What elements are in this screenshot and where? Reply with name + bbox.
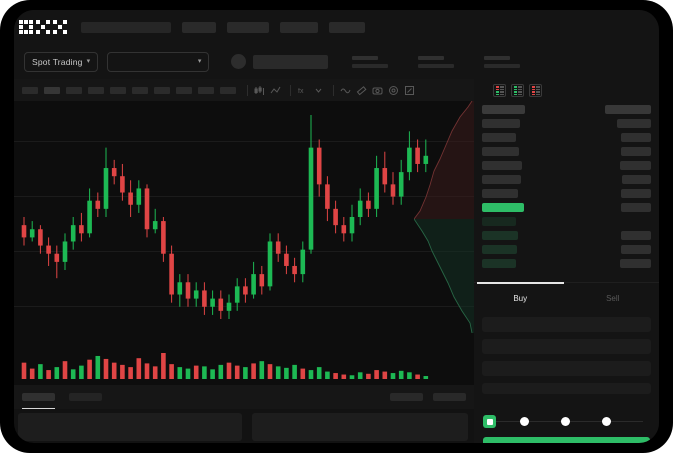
candlestick-series (21, 115, 429, 319)
bottom-tab-bar (14, 385, 474, 409)
app-screen: Spot Trading ▾ ▾ (14, 10, 659, 443)
bottom-tab-1[interactable] (22, 393, 55, 409)
nav-item-3[interactable] (227, 21, 269, 33)
table-row[interactable] (482, 217, 651, 226)
bottom-actions (380, 393, 474, 401)
orderbook-bids-icon[interactable] (511, 83, 524, 97)
avatar[interactable] (231, 54, 247, 69)
table-row[interactable] (482, 175, 651, 184)
timeframe-7[interactable] (154, 86, 170, 94)
ruler-icon[interactable] (355, 84, 368, 97)
okx-logo[interactable] (19, 19, 70, 35)
candlestick-icon[interactable] (253, 84, 266, 97)
order-book-view-modes (474, 79, 659, 101)
timeframe-3[interactable] (66, 86, 82, 94)
trade-form-tabs: Buy Sell (474, 282, 659, 314)
price-chart[interactable] (14, 101, 474, 333)
nav-item-2[interactable] (182, 21, 216, 33)
timeframe-10[interactable] (220, 86, 236, 94)
toolbar-divider (247, 84, 248, 96)
camera-icon[interactable] (371, 84, 384, 97)
trading-mode-label: Spot Trading (32, 56, 83, 67)
stat-pair-3 (484, 55, 521, 68)
indicators-icon[interactable]: fx (296, 84, 309, 97)
timeframe-5[interactable] (110, 86, 126, 94)
gridline (14, 251, 474, 252)
nav-item-4[interactable] (280, 21, 318, 33)
volume-chart[interactable] (14, 333, 474, 385)
order-stepper (474, 411, 659, 433)
bottom-tab-2[interactable] (69, 393, 102, 401)
price-field[interactable] (482, 317, 651, 332)
amount-field[interactable] (482, 339, 651, 354)
timeframe-1[interactable] (22, 86, 38, 94)
table-row[interactable] (482, 147, 651, 156)
stat-pair-1 (352, 55, 389, 68)
timeframe-9[interactable] (198, 86, 214, 94)
nav-item-5[interactable] (329, 21, 365, 33)
table-row[interactable] (482, 161, 651, 170)
sub-header: Spot Trading ▾ ▾ (14, 44, 659, 79)
wave-icon[interactable] (339, 84, 352, 97)
table-row[interactable] (482, 119, 651, 128)
toolbar-divider (333, 84, 334, 96)
order-book-panel: Buy Sell (474, 79, 659, 443)
svg-text:fx: fx (298, 88, 304, 95)
gridline (14, 306, 474, 307)
total-field[interactable] (482, 361, 651, 376)
step-1[interactable] (483, 415, 496, 428)
bottom-action-2[interactable] (433, 393, 466, 401)
submit-order-button[interactable] (483, 437, 650, 443)
orderbook-both-icon[interactable] (493, 83, 506, 97)
chevron-down-icon: ▾ (197, 58, 202, 65)
step-4[interactable] (602, 417, 611, 426)
tab-sell[interactable]: Sell (606, 294, 620, 303)
table-row[interactable] (482, 189, 651, 198)
step-3[interactable] (561, 417, 570, 426)
table-row[interactable] (482, 245, 651, 254)
bottom-panel-left[interactable] (18, 413, 242, 441)
timeframe-6[interactable] (132, 86, 148, 94)
available-row (482, 383, 651, 394)
chevron-down-icon: ▾ (86, 58, 91, 65)
timeframe-2[interactable] (44, 86, 60, 94)
step-2[interactable] (520, 417, 529, 426)
gridline (14, 141, 474, 142)
table-row[interactable] (482, 105, 651, 114)
bottom-panels (14, 410, 474, 443)
order-book-highlight-row[interactable] (482, 203, 651, 212)
toolbar-divider (290, 84, 291, 96)
volume-series (21, 353, 429, 379)
stat-pair-2 (418, 55, 455, 68)
pair-select[interactable]: ▾ (107, 51, 210, 72)
line-chart-icon[interactable] (269, 84, 282, 97)
tab-buy[interactable]: Buy (474, 282, 567, 314)
fullscreen-icon[interactable] (403, 84, 416, 97)
depth-chart-overlay (414, 101, 474, 333)
bottom-action-1[interactable] (390, 393, 423, 401)
table-row[interactable] (482, 231, 651, 240)
trade-form-fields (474, 317, 659, 401)
gridline (14, 196, 474, 197)
settings-icon[interactable] (387, 84, 400, 97)
table-row[interactable] (482, 259, 651, 268)
order-book-rows (474, 105, 659, 268)
timeframe-8[interactable] (176, 86, 192, 94)
nav-search-field[interactable] (81, 21, 171, 33)
table-row[interactable] (482, 133, 651, 142)
chart-toolbar: fx (14, 79, 474, 101)
orderbook-asks-icon[interactable] (529, 83, 542, 97)
bottom-panel-right[interactable] (252, 413, 468, 441)
chevron-down-icon[interactable] (312, 84, 325, 97)
timeframe-4[interactable] (88, 86, 104, 94)
trading-mode-select[interactable]: Spot Trading ▾ (24, 51, 99, 72)
top-nav (14, 10, 659, 44)
account-name (253, 54, 329, 69)
